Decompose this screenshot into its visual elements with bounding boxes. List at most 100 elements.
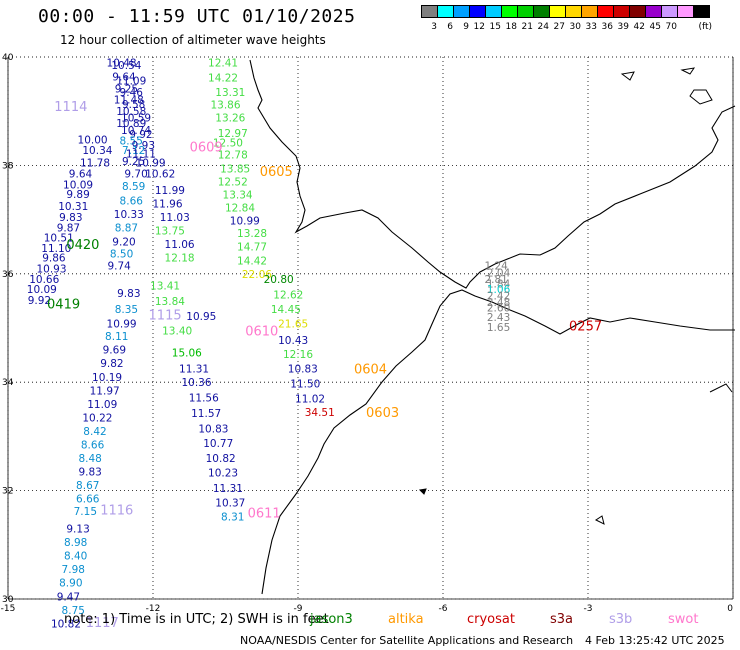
wave-height-value: 13.26: [215, 113, 245, 125]
wave-height-value: 22.06: [242, 269, 272, 281]
africa-islet: [595, 515, 605, 525]
wave-height-value: 2.81: [484, 274, 507, 286]
wave-height-value: 10.62: [145, 169, 175, 181]
wave-height-value: 12.16: [283, 349, 313, 361]
wave-height-value: 10.58: [116, 106, 146, 118]
wave-height-value: 10.83: [198, 423, 228, 435]
wave-height-value: 8.48: [78, 453, 101, 465]
subtitle: 12 hour collection of altimeter wave hei…: [60, 33, 326, 47]
wave-height-value: 11.09: [87, 399, 117, 411]
wave-height-value: 10.59: [121, 113, 151, 125]
wave-height-value: 10.31: [58, 201, 88, 213]
wave-height-value: 2.04: [487, 268, 511, 280]
legend-tick-label: 24: [537, 22, 549, 32]
wave-height-value: 10.82: [206, 453, 236, 465]
menorca-island: [680, 67, 696, 75]
wave-height-value: 9.82: [100, 358, 123, 370]
wave-height-value: 8.40: [64, 551, 87, 563]
wave-height-value: 14.22: [208, 73, 238, 85]
wave-height-value: 9.89: [66, 189, 89, 201]
wave-height-value: 11.57: [191, 408, 221, 420]
wave-height-value: 10.19: [92, 372, 122, 384]
wave-height-value: 2.48: [487, 297, 510, 309]
wave-height-value: 7.15: [74, 506, 97, 518]
pass-id-label: 1114: [54, 100, 87, 115]
wave-height-value: 14.77: [237, 242, 267, 254]
legend-tick-label: 6: [447, 22, 453, 32]
pass-id-label: 1117: [86, 616, 119, 631]
coast-fragment: [709, 383, 733, 393]
wave-height-value: 9.93: [132, 140, 155, 152]
legend-tick-label: 39: [617, 22, 629, 32]
satellite-swot: swot: [668, 612, 699, 627]
wave-height-value: 11.31: [179, 364, 209, 376]
satellite-s3a: s3a: [550, 612, 574, 627]
wave-height-value: 11.56: [189, 392, 219, 404]
wave-height-value: 12.62: [273, 289, 303, 301]
wave-height-value: 14.42: [237, 255, 267, 267]
color-swatches: [421, 5, 710, 18]
wave-height-value: 12.97: [218, 128, 248, 140]
wave-height-value: 9.58: [122, 99, 145, 111]
pass-id-label: 0420: [66, 238, 99, 253]
wave-height-value: 9.92: [28, 295, 51, 307]
wave-height-value: 8.55: [120, 135, 143, 147]
lat-lon-grid: [7, 56, 734, 600]
wave-height-value: 9.13: [66, 524, 89, 536]
wave-height-value: 9.86: [42, 253, 66, 265]
wave-height-value: 11.78: [80, 158, 110, 170]
wave-height-value: 8.87: [115, 223, 138, 235]
wave-height-value: 13.85: [220, 164, 250, 176]
wave-height-value: 10.95: [186, 311, 216, 323]
wave-height-value: 9.92: [129, 129, 152, 141]
wave-height-value: 11.06: [165, 239, 195, 251]
pass-id-label: 0605: [260, 165, 293, 180]
wave-height-value: 13.34: [223, 190, 253, 202]
satellite-altika: altika: [388, 612, 424, 627]
wave-height-value: 34.51: [305, 407, 335, 419]
longitude-label: -9: [294, 604, 303, 614]
satellite-jason3: jason3: [310, 612, 353, 627]
wave-height-value: 2.42: [487, 290, 510, 302]
wave-height-value: 9.87: [57, 223, 80, 235]
wave-height-value: 13.41: [150, 281, 180, 293]
legend-tick-label: 12: [473, 22, 485, 32]
wave-height-value: 1.06: [487, 284, 511, 296]
wave-height-value: 9.47: [57, 591, 80, 603]
legend-tick-label: 36: [601, 22, 613, 32]
legend-tick-label: 9: [463, 22, 469, 32]
wave-height-value: 8.66: [120, 196, 144, 208]
pass-id-label: 0419: [47, 298, 80, 313]
latitude-label: 30: [2, 595, 14, 605]
wave-height-value: 13.40: [162, 326, 192, 338]
wave-height-value: 12.18: [165, 253, 195, 265]
legend-tick-label: 45: [649, 22, 661, 32]
pass-id-label: 0603: [366, 406, 399, 421]
wave-height-value: 13.28: [237, 228, 267, 240]
legend-tick-label: 3: [431, 22, 437, 32]
latitude-label: 32: [2, 487, 13, 497]
wave-height-value: 10.51: [44, 232, 74, 244]
pass-id-label: 1116: [100, 504, 133, 519]
pass-id-label: 0604: [354, 363, 387, 378]
wave-height-value: 11.99: [155, 185, 185, 197]
mallorca-island: [689, 89, 713, 105]
wave-height-value: 11.97: [90, 385, 120, 397]
legend-tick-label: 42: [633, 22, 645, 32]
pass-id-label: 0257: [569, 319, 602, 334]
wave-height-value: 8.67: [76, 480, 99, 492]
wave-height-value: 13.31: [215, 87, 245, 99]
wave-height-value: 8.59: [122, 181, 145, 193]
unit-label: (ft): [698, 22, 712, 32]
pass-id-label: 0610: [245, 325, 278, 340]
footer-note: note: 1) Time is in UTC; 2) SWH is in fe…: [64, 612, 329, 627]
legend-tick-label: 30: [569, 22, 581, 32]
wave-height-value: 8.42: [83, 426, 106, 438]
legend-tick-label: 33: [585, 22, 597, 32]
wave-height-value: 10.77: [203, 438, 233, 450]
wave-height-value: 10.48: [107, 57, 137, 69]
satellite-cryosat: cryosat: [467, 612, 515, 627]
wave-height-value: 9.74: [107, 261, 131, 273]
longitude-label: -6: [439, 604, 448, 614]
